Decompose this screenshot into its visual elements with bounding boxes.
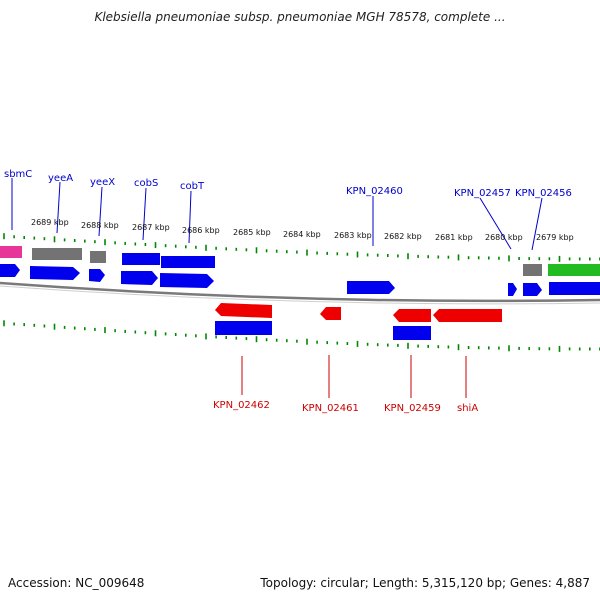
gene-feature-KPN_02456-grey[interactable] <box>523 264 542 276</box>
cds-arrow-cobT[interactable] <box>160 273 214 288</box>
gene-label-shiA[interactable]: shiA <box>457 403 478 414</box>
scale-label: 2685 kbp <box>233 228 271 237</box>
cds-arrow-yeeA[interactable] <box>30 266 80 280</box>
cds-block-KPN_02456-b[interactable] <box>549 282 600 295</box>
accession-text: Accession: NC_009648 <box>8 576 145 590</box>
cds-arrow-KPN_02456-a[interactable] <box>523 283 542 296</box>
gene-feature-yeeX[interactable] <box>90 251 106 263</box>
gene-label-KPN_02456[interactable]: KPN_02456 <box>515 188 572 199</box>
gene-feature-KPN_02462[interactable] <box>215 321 272 335</box>
gene-label-cobT[interactable]: cobT <box>180 181 205 192</box>
top-gene-labels: sbmC yeeA yeeX cobS cobT KPN_02460 KPN_0… <box>4 169 572 251</box>
forward-strand-features <box>0 246 600 296</box>
scale-label: 2682 kbp <box>384 232 422 241</box>
cds-arrow-KPN_02457[interactable] <box>508 283 517 296</box>
genome-backbone-inner <box>0 285 600 305</box>
cds-arrow-yeeX[interactable] <box>89 269 105 282</box>
genome-backbone <box>0 281 600 303</box>
genome-title: Klebsiella pneumoniae subsp. pneumoniae … <box>94 10 506 24</box>
gene-label-KPN_02460[interactable]: KPN_02460 <box>346 186 403 197</box>
gene-label-KPN_02457[interactable]: KPN_02457 <box>454 188 511 199</box>
gene-feature-cobS[interactable] <box>122 253 160 265</box>
scale-ticks <box>3 233 600 352</box>
scale-label: 2681 kbp <box>435 233 473 242</box>
cds-arrow-sbmC[interactable] <box>0 264 20 277</box>
bottom-gene-labels: KPN_02462 KPN_02461 KPN_02459 shiA <box>213 355 478 414</box>
scale-labels: 2689 kbp 2688 kbp 2687 kbp 2686 kbp 2685… <box>31 218 574 242</box>
gene-label-KPN_02459[interactable]: KPN_02459 <box>384 403 441 414</box>
gene-label-yeeA[interactable]: yeeA <box>48 173 73 184</box>
reverse-strand-features <box>215 303 502 340</box>
gene-label-sbmC[interactable]: sbmC <box>4 169 32 180</box>
gene-label-cobS[interactable]: cobS <box>134 178 158 189</box>
scale-label: 2688 kbp <box>81 221 119 230</box>
scale-label: 2680 kbp <box>485 233 523 242</box>
gene-feature-KPN_02456-green[interactable] <box>548 264 600 276</box>
scale-label: 2689 kbp <box>31 218 69 227</box>
cds-arrow-KPN_02462[interactable] <box>215 303 272 318</box>
gene-feature-cobT[interactable] <box>161 256 215 268</box>
gene-label-yeeX[interactable]: yeeX <box>90 177 115 188</box>
cds-arrow-KPN_02460[interactable] <box>347 281 395 294</box>
genome-summary-text: Topology: circular; Length: 5,315,120 bp… <box>260 576 590 590</box>
cds-arrow-shiA[interactable] <box>433 309 502 322</box>
gene-label-KPN_02461[interactable]: KPN_02461 <box>302 403 359 414</box>
gene-feature-sbmC[interactable] <box>0 246 22 258</box>
scale-label: 2679 kbp <box>536 233 574 242</box>
cds-arrow-KPN_02459[interactable] <box>393 309 431 322</box>
scale-label: 2687 kbp <box>132 223 170 232</box>
gene-feature-KPN_02459[interactable] <box>393 326 431 340</box>
cds-arrow-cobS[interactable] <box>121 271 158 285</box>
cds-arrow-KPN_02461[interactable] <box>320 307 341 320</box>
gene-label-KPN_02462[interactable]: KPN_02462 <box>213 400 270 411</box>
scale-label: 2683 kbp <box>334 231 372 240</box>
gene-feature-yeeA[interactable] <box>32 248 82 260</box>
scale-label: 2686 kbp <box>182 226 220 235</box>
scale-label: 2684 kbp <box>283 230 321 239</box>
